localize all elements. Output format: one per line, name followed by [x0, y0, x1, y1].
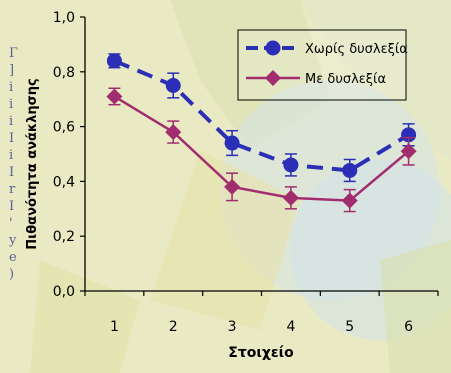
y-tick-label: 0,8 [53, 65, 75, 81]
x-tick-label: 5 [345, 319, 354, 335]
data-point-diamond [265, 70, 281, 86]
x-tick-label: 6 [404, 319, 413, 335]
strip-glyph: i [9, 80, 14, 95]
series-line [113, 95, 410, 202]
strip-glyph: I [9, 199, 15, 214]
data-point-diamond [106, 88, 123, 105]
data-point-circle [283, 157, 299, 173]
y-tick-label: 0,0 [53, 284, 75, 300]
data-point-diamond [165, 124, 182, 141]
strip-glyph: r [9, 182, 16, 197]
strip-glyph: e [9, 250, 17, 265]
x-tick-label: 1 [110, 319, 119, 335]
y-tick-label: 0,2 [53, 229, 75, 245]
strip-glyph: Γ [9, 46, 19, 61]
series-2 [106, 87, 417, 213]
data-point-diamond [400, 143, 417, 160]
data-point-circle [401, 127, 417, 143]
legend-box [237, 29, 407, 101]
legend: Χωρίς δυσλεξία Με δυσλεξία [237, 29, 408, 101]
strip-glyph: y [9, 233, 17, 248]
strip-glyph: i [9, 148, 14, 163]
strip-glyph: ' [9, 216, 13, 231]
data-point-circle [342, 162, 358, 178]
y-tick-label: 0,4 [53, 174, 75, 190]
data-point-diamond [224, 178, 241, 195]
x-axis-label: Στοιχείο [228, 345, 294, 361]
axes: 0,0 0,2 0,4 0,6 0,8 1,0 1 2 3 4 5 6 [53, 10, 439, 335]
strip-glyph: ) [9, 267, 15, 282]
legend-label: Με δυσλεξία [305, 72, 386, 87]
series-1 [106, 53, 417, 183]
x-tick-label: 4 [286, 319, 295, 335]
strip-glyph: I [9, 165, 15, 180]
data-point-diamond [282, 189, 299, 206]
data-point-circle [106, 53, 122, 69]
y-tick-label: 1,0 [53, 10, 75, 26]
x-tick-label: 3 [228, 319, 237, 335]
strip-glyph: ] [9, 63, 15, 78]
series-line [113, 58, 410, 173]
data-point-circle [165, 78, 181, 93]
data-point-circle [265, 40, 281, 56]
data-point-circle [224, 135, 240, 151]
strip-glyph: I [9, 131, 15, 146]
x-tick-label: 2 [169, 319, 178, 335]
legend-label: Χωρίς δυσλεξία [305, 42, 408, 57]
data-point-diamond [341, 192, 358, 209]
strip-glyph: i [9, 114, 14, 129]
strip-glyph: i [9, 97, 14, 112]
y-tick-label: 0,6 [53, 120, 75, 136]
series-layer [106, 53, 417, 213]
y-axis-label: Πιθανότητα ανάκλησης [25, 78, 40, 249]
